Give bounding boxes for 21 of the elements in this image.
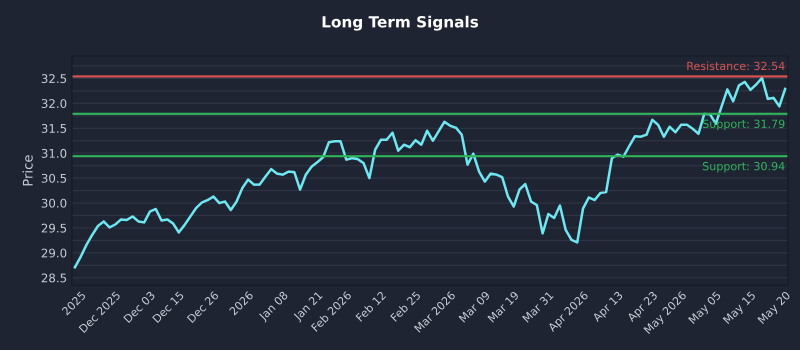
chart-title: Long Term Signals [322,16,478,31]
y-tick-label: 32.0 [42,99,66,108]
x-tick-label: Jan 08 [258,290,290,323]
y-axis-title: Price [22,155,33,186]
x-tick-label: Dec 26 [186,290,220,324]
x-tick-label: Feb 12 [355,290,386,322]
x-tick-label: Feb 25 [390,290,421,322]
x-tick-label: Mar 31 [522,290,554,323]
y-tick-label: 30.0 [42,198,66,208]
x-tick-label: Apr 13 [592,290,625,324]
ref-line-label: Support: 30.94 [702,162,785,172]
y-tick-label: 29.5 [42,224,66,233]
ref-line-label: Support: 31.79 [702,120,784,130]
y-tick-label: 28.5 [42,274,66,282]
ref-line-label: Resistance: 32.54 [687,62,785,70]
y-tick-label: 32.5 [42,74,66,84]
y-tick-label: 31.0 [42,148,66,158]
y-tick-label: 30.5 [42,174,66,183]
line-series [74,76,786,269]
y-tick-label: 31.5 [42,124,66,133]
y-tick-label: 29.0 [42,248,66,258]
